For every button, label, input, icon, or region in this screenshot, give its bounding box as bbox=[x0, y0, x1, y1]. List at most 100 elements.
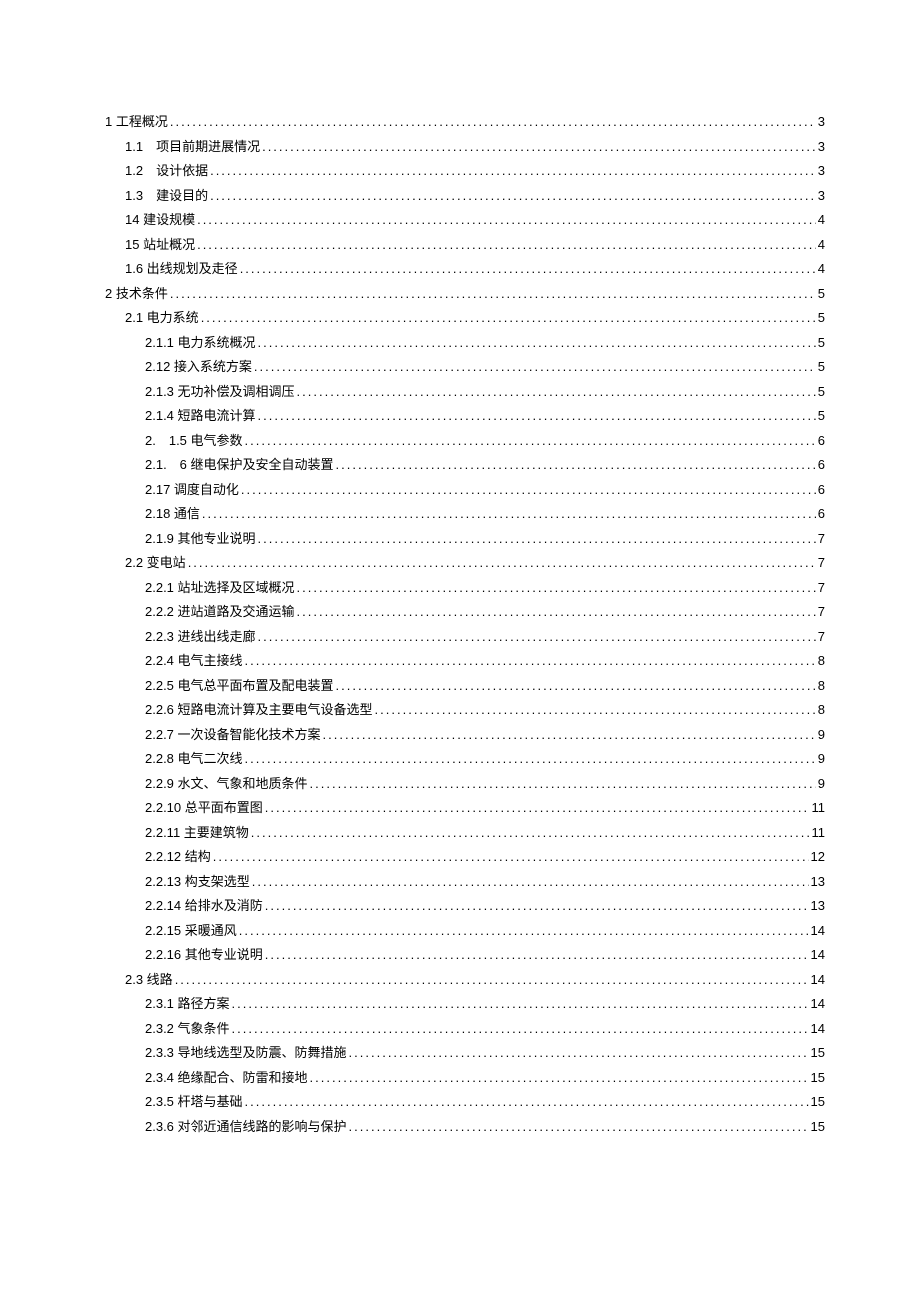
toc-entry-label: 14 建设规模 bbox=[125, 208, 195, 233]
toc-leader-dots bbox=[251, 821, 810, 846]
toc-entry-label: 2.2.5 电气总平面布置及配电装置 bbox=[145, 674, 334, 699]
toc-entry-page: 7 bbox=[818, 600, 825, 625]
toc-entry-page: 13 bbox=[811, 894, 825, 919]
toc-entry-page: 6 bbox=[818, 453, 825, 478]
toc-leader-dots bbox=[258, 404, 816, 429]
toc-entry-label: 2.12 接入系统方案 bbox=[145, 355, 252, 380]
toc-entry-page: 9 bbox=[818, 772, 825, 797]
toc-entry-page: 11 bbox=[812, 796, 826, 821]
toc-entry-label: 2.2.15 采暖通风 bbox=[145, 919, 237, 944]
toc-leader-dots bbox=[210, 184, 816, 209]
toc-leader-dots bbox=[349, 1041, 809, 1066]
toc-entry: 2.3.5 杆塔与基础 15 bbox=[105, 1090, 825, 1115]
toc-entry-page: 4 bbox=[818, 233, 825, 258]
toc-entry-label: 2.1.3 无功补偿及调相调压 bbox=[145, 380, 295, 405]
toc-entry-label: 2.1 电力系统 bbox=[125, 306, 199, 331]
toc-entry-label: 1.3 建设目的 bbox=[125, 184, 208, 209]
toc-entry-label: 2.2.10 总平面布置图 bbox=[145, 796, 263, 821]
toc-entry-label: 2.2.16 其他专业说明 bbox=[145, 943, 263, 968]
toc-entry: 2.2.5 电气总平面布置及配电装置 8 bbox=[105, 674, 825, 699]
toc-leader-dots bbox=[262, 135, 816, 160]
toc-entry-label: 2.2.4 电气主接线 bbox=[145, 649, 243, 674]
toc-entry-label: 2.2.12 结构 bbox=[145, 845, 211, 870]
toc-leader-dots bbox=[258, 625, 816, 650]
toc-entry-page: 7 bbox=[818, 625, 825, 650]
toc-entry-page: 11 bbox=[812, 821, 826, 846]
toc-entry-page: 3 bbox=[818, 135, 825, 160]
toc-leader-dots bbox=[232, 992, 809, 1017]
toc-entry-page: 8 bbox=[818, 674, 825, 699]
toc-entry: 1 工程概况3 bbox=[105, 110, 825, 135]
toc-leader-dots bbox=[240, 257, 816, 282]
toc-entry-page: 5 bbox=[818, 331, 825, 356]
toc-leader-dots bbox=[258, 527, 816, 552]
toc-entry: 2.2.15 采暖通风14 bbox=[105, 919, 825, 944]
toc-entry: 2.3 线路 14 bbox=[105, 968, 825, 993]
toc-entry-page: 6 bbox=[818, 429, 825, 454]
toc-entry-label: 2.2.13 构支架选型 bbox=[145, 870, 250, 895]
toc-entry: 2.2 变电站 7 bbox=[105, 551, 825, 576]
toc-leader-dots bbox=[245, 1090, 809, 1115]
toc-entry-page: 9 bbox=[818, 747, 825, 772]
toc-entry-label: 2.2.7 一次设备智能化技术方案 bbox=[145, 723, 321, 748]
toc-entry-page: 4 bbox=[818, 208, 825, 233]
toc-entry-page: 4 bbox=[818, 257, 825, 282]
toc-leader-dots bbox=[297, 576, 816, 601]
toc-entry-label: 2.3.1 路径方案 bbox=[145, 992, 230, 1017]
toc-leader-dots bbox=[254, 355, 816, 380]
toc-entry-label: 2.17 调度自动化 bbox=[145, 478, 239, 503]
toc-entry-label: 2.2.6 短路电流计算及主要电气设备选型 bbox=[145, 698, 373, 723]
toc-entry: 2.2.8 电气二次线 9 bbox=[105, 747, 825, 772]
toc-entry: 2.2.12 结构12 bbox=[105, 845, 825, 870]
toc-leader-dots bbox=[210, 159, 816, 184]
toc-entry-page: 7 bbox=[818, 551, 825, 576]
toc-entry-page: 7 bbox=[818, 576, 825, 601]
toc-entry-label: 2.2.14 给排水及消防 bbox=[145, 894, 263, 919]
toc-entry: 2.2.16 其他专业说明14 bbox=[105, 943, 825, 968]
toc-entry-page: 7 bbox=[818, 527, 825, 552]
toc-leader-dots bbox=[170, 110, 816, 135]
toc-entry: 2.1. 6 继电保护及安全自动装置 6 bbox=[105, 453, 825, 478]
toc-leader-dots bbox=[245, 649, 816, 674]
toc-entry-label: 2.2.1 站址选择及区域概况 bbox=[145, 576, 295, 601]
toc-entry-page: 5 bbox=[818, 282, 825, 307]
toc-entry: 2.1.4 短路电流计算5 bbox=[105, 404, 825, 429]
toc-leader-dots bbox=[265, 943, 809, 968]
toc-entry-label: 2.2 变电站 bbox=[125, 551, 186, 576]
toc-entry-label: 2.1.4 短路电流计算 bbox=[145, 404, 256, 429]
toc-entry: 2.2.11 主要建筑物11 bbox=[105, 821, 825, 846]
toc-entry-page: 15 bbox=[811, 1090, 825, 1115]
toc-leader-dots bbox=[213, 845, 809, 870]
toc-entry-page: 5 bbox=[818, 306, 825, 331]
toc-leader-dots bbox=[232, 1017, 809, 1042]
toc-entry: 2.17 调度自动化 6 bbox=[105, 478, 825, 503]
toc-entry-label: 1 工程概况 bbox=[105, 110, 168, 135]
toc-entry-label: 2.3 线路 bbox=[125, 968, 173, 993]
toc-leader-dots bbox=[197, 208, 816, 233]
toc-entry: 2.1 电力系统 5 bbox=[105, 306, 825, 331]
toc-entry-page: 8 bbox=[818, 698, 825, 723]
toc-entry-label: 2.1. 6 继电保护及安全自动装置 bbox=[145, 453, 334, 478]
toc-entry-label: 2.3.3 导地线选型及防震、防舞措施 bbox=[145, 1041, 347, 1066]
toc-entry-page: 14 bbox=[811, 968, 825, 993]
toc-entry-page: 6 bbox=[818, 502, 825, 527]
toc-entry-label: 2.3.5 杆塔与基础 bbox=[145, 1090, 243, 1115]
toc-entry-label: 2.3.4 绝缘配合、防雷和接地 bbox=[145, 1066, 308, 1091]
toc-entry-page: 6 bbox=[818, 478, 825, 503]
toc-entry-label: 2.2.8 电气二次线 bbox=[145, 747, 243, 772]
toc-entry-page: 3 bbox=[818, 184, 825, 209]
toc-entry-label: 2.2.2 进站道路及交通运输 bbox=[145, 600, 295, 625]
toc-leader-dots bbox=[310, 1066, 809, 1091]
toc-entry-label: 2.1.9 其他专业说明 bbox=[145, 527, 256, 552]
toc-entry: 2.2.2 进站道路及交通运输 7 bbox=[105, 600, 825, 625]
toc-entry-label: 15 站址概况 bbox=[125, 233, 195, 258]
toc-entry-page: 5 bbox=[818, 355, 825, 380]
toc-entry: 15 站址概况 4 bbox=[105, 233, 825, 258]
toc-entry-label: 2. 1.5 电气参数 bbox=[145, 429, 243, 454]
toc-entry-page: 15 bbox=[811, 1115, 825, 1140]
toc-leader-dots bbox=[239, 919, 809, 944]
toc-entry-page: 15 bbox=[811, 1041, 825, 1066]
toc-entry-page: 3 bbox=[818, 159, 825, 184]
toc-entry: 2.2.9 水文、气象和地质条件9 bbox=[105, 772, 825, 797]
toc-entry-page: 14 bbox=[811, 992, 825, 1017]
